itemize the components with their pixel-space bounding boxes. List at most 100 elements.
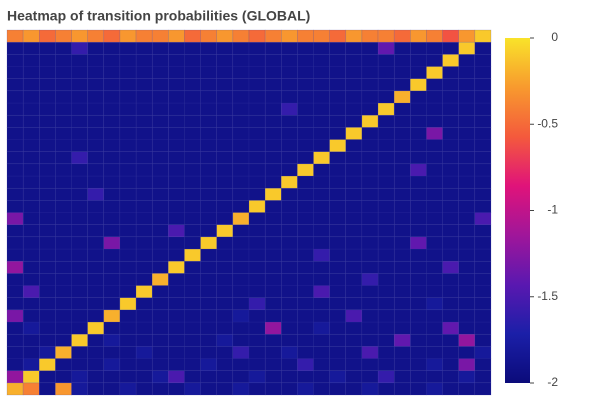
heatmap-cell [426, 41, 443, 55]
heatmap-cell [119, 187, 137, 201]
heatmap-cell [474, 139, 492, 152]
heatmap-cell [71, 90, 88, 104]
heatmap-cell [281, 370, 298, 384]
heatmap-cell [184, 187, 201, 201]
heatmap-cell [103, 382, 121, 396]
heatmap-cell [361, 151, 379, 165]
heatmap-cell [297, 187, 314, 201]
heatmap-cell [135, 321, 153, 335]
heatmap-cell [135, 114, 153, 128]
heatmap-cell [71, 102, 88, 116]
heatmap-cell [103, 200, 121, 213]
heatmap-cell [135, 236, 153, 250]
heatmap-cell [264, 90, 282, 104]
colorbar-tick-label: -1.5 [537, 289, 558, 303]
heatmap-cell [377, 382, 395, 396]
heatmap-cell [458, 151, 476, 165]
heatmap-cell [474, 78, 492, 92]
heatmap-cell [103, 260, 121, 274]
heatmap-cell [6, 29, 24, 43]
heatmap-cell [329, 66, 347, 79]
heatmap-cell [6, 114, 24, 128]
heatmap-cell [39, 260, 56, 274]
heatmap-cell [458, 260, 476, 274]
heatmap-cell [297, 333, 314, 347]
heatmap-cell [232, 248, 250, 262]
heatmap-cell [119, 54, 137, 67]
heatmap-cell [103, 41, 121, 55]
heatmap-cell [184, 127, 201, 140]
heatmap-cell [232, 187, 250, 201]
heatmap-cell [184, 212, 201, 225]
heatmap-cell [345, 297, 363, 311]
heatmap-cell [361, 114, 379, 128]
heatmap-cell [474, 200, 492, 213]
heatmap-cell [200, 127, 217, 140]
heatmap-cell [248, 273, 266, 286]
heatmap-cell [103, 66, 121, 79]
heatmap-cell [426, 212, 443, 225]
heatmap-cell [216, 187, 234, 201]
heatmap-cell [103, 102, 121, 116]
heatmap-cell [135, 163, 153, 177]
heatmap-cell [281, 175, 298, 189]
heatmap-cell [361, 285, 379, 298]
heatmap-cell [168, 41, 185, 55]
heatmap-cell [345, 260, 363, 274]
heatmap-cell [248, 297, 266, 311]
heatmap-cell [216, 248, 234, 262]
heatmap-cell [474, 260, 492, 274]
heatmap-cell [87, 285, 105, 298]
heatmap-cell [281, 139, 298, 152]
heatmap-cell [119, 175, 137, 189]
heatmap-cell [216, 358, 234, 371]
heatmap-cell [361, 321, 379, 335]
heatmap-cell [474, 248, 492, 262]
heatmap-cell [426, 260, 443, 274]
heatmap-cell [55, 41, 72, 55]
heatmap-cell [377, 260, 395, 274]
heatmap-cell [474, 102, 492, 116]
heatmap-cell [377, 346, 395, 359]
heatmap-cell [200, 139, 217, 152]
heatmap-cell [458, 346, 476, 359]
heatmap-cell [87, 200, 105, 213]
heatmap-cell [345, 139, 363, 152]
heatmap-cell [200, 163, 217, 177]
heatmap-cell [329, 139, 347, 152]
heatmap-cell [87, 297, 105, 311]
heatmap-cell [264, 29, 282, 43]
heatmap-cell [264, 382, 282, 396]
heatmap-cell [184, 273, 201, 286]
heatmap-cell [22, 163, 40, 177]
heatmap-cell [216, 297, 234, 311]
heatmap-cell [329, 54, 347, 67]
heatmap-cell [329, 175, 347, 189]
heatmap-cell [393, 139, 411, 152]
heatmap-cell [103, 358, 121, 371]
heatmap-cell [264, 346, 282, 359]
heatmap-cell [393, 285, 411, 298]
heatmap-cell [200, 29, 217, 43]
heatmap-cell [22, 333, 40, 347]
heatmap-cell [22, 78, 40, 92]
heatmap-cell [232, 309, 250, 323]
heatmap-cell [55, 102, 72, 116]
heatmap-cell [297, 102, 314, 116]
heatmap-cell [313, 309, 330, 323]
heatmap-cell [458, 187, 476, 201]
heatmap-cell [87, 358, 105, 371]
heatmap-cell [297, 248, 314, 262]
heatmap-cell [71, 175, 88, 189]
heatmap-cell [393, 127, 411, 140]
heatmap-cell [426, 370, 443, 384]
heatmap-cell [361, 139, 379, 152]
heatmap-cell [184, 78, 201, 92]
heatmap-cell [216, 200, 234, 213]
heatmap-cell [442, 370, 459, 384]
heatmap-cell [426, 29, 443, 43]
heatmap-cell [168, 114, 185, 128]
heatmap-cell [232, 224, 250, 238]
heatmap-cell [281, 200, 298, 213]
heatmap-cell [442, 151, 459, 165]
